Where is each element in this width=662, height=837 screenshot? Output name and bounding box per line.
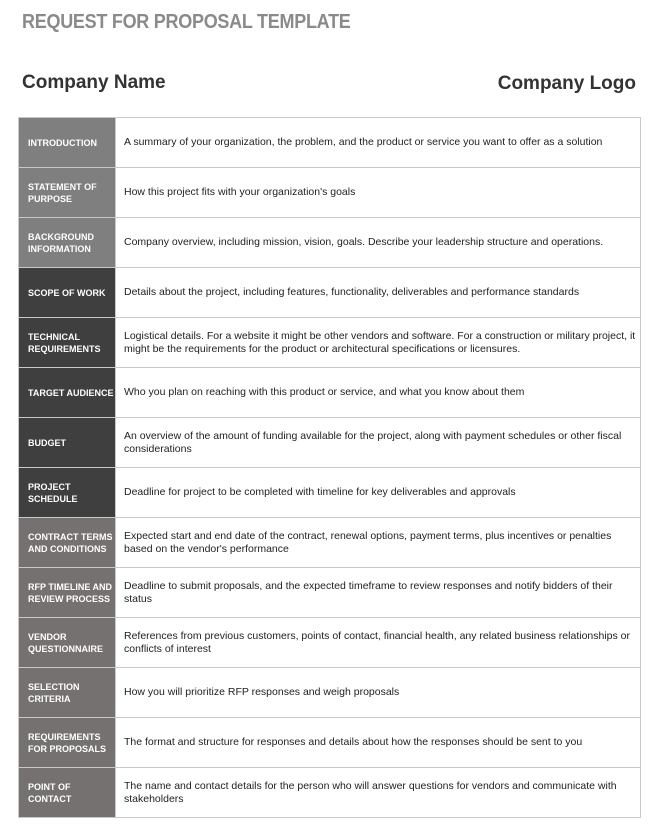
section-label: PROJECT SCHEDULE (18, 467, 116, 518)
section-description: Deadline to submit proposals, and the ex… (115, 567, 641, 618)
table-row: REQUIREMENTS FOR PROPOSALS The format and… (18, 717, 641, 768)
table-row: PROJECT SCHEDULE Deadline for project to … (18, 467, 641, 518)
section-description: The format and structure for responses a… (115, 717, 641, 768)
section-description: Deadline for project to be completed wit… (115, 467, 641, 518)
table-row: BUDGET An overview of the amount of fundi… (18, 417, 641, 468)
table-row: SELECTION CRITERIA How you will prioritiz… (18, 667, 641, 718)
table-row: CONTRACT TERMS AND CONDITIONS Expected st… (18, 517, 641, 568)
table-row: TECHNICAL REQUIREMENTS Logistical details… (18, 317, 641, 368)
section-label: INTRODUCTION (18, 117, 116, 168)
section-label: CONTRACT TERMS AND CONDITIONS (18, 517, 116, 568)
section-description: An overview of the amount of funding ava… (115, 417, 641, 468)
rfp-table: INTRODUCTION A summary of your organizati… (18, 117, 641, 818)
section-description: Expected start and end date of the contr… (115, 517, 641, 568)
section-label: BACKGROUND INFORMATION (18, 217, 116, 268)
section-description: Details about the project, including fea… (115, 267, 641, 318)
section-label: TECHNICAL REQUIREMENTS (18, 317, 116, 368)
table-row: RFP TIMELINE AND REVIEW PROCESS Deadline … (18, 567, 641, 618)
table-row: STATEMENT OF PURPOSE How this project fit… (18, 167, 641, 218)
section-description: Company overview, including mission, vis… (115, 217, 641, 268)
company-name: Company Name (22, 72, 166, 93)
section-label: STATEMENT OF PURPOSE (18, 167, 116, 218)
section-description: How you will prioritize RFP responses an… (115, 667, 641, 718)
page-title: REQUEST FOR PROPOSAL TEMPLATE (22, 11, 351, 33)
section-description: How this project fits with your organiza… (115, 167, 641, 218)
section-label: POINT OF CONTACT (18, 767, 116, 818)
table-row: VENDOR QUESTIONNAIRE References from prev… (18, 617, 641, 668)
section-description: The name and contact details for the per… (115, 767, 641, 818)
table-row: TARGET AUDIENCE Who you plan on reaching … (18, 367, 641, 418)
section-description: Who you plan on reaching with this produ… (115, 367, 641, 418)
section-description: A summary of your organization, the prob… (115, 117, 641, 168)
section-label: SELECTION CRITERIA (18, 667, 116, 718)
section-description: Logistical details. For a website it mig… (115, 317, 641, 368)
section-label: RFP TIMELINE AND REVIEW PROCESS (18, 567, 116, 618)
section-label: TARGET AUDIENCE (18, 367, 116, 418)
table-row: BACKGROUND INFORMATION Company overview, … (18, 217, 641, 268)
section-label: BUDGET (18, 417, 116, 468)
company-logo-placeholder: Company Logo (497, 73, 636, 94)
table-row: INTRODUCTION A summary of your organizati… (18, 117, 641, 168)
section-description: References from previous customers, poin… (115, 617, 641, 668)
table-row: POINT OF CONTACT The name and contact det… (18, 767, 641, 818)
table-row: SCOPE OF WORK Details about the project, … (18, 267, 641, 318)
section-label: VENDOR QUESTIONNAIRE (18, 617, 116, 668)
section-label: SCOPE OF WORK (18, 267, 116, 318)
section-label: REQUIREMENTS FOR PROPOSALS (18, 717, 116, 768)
